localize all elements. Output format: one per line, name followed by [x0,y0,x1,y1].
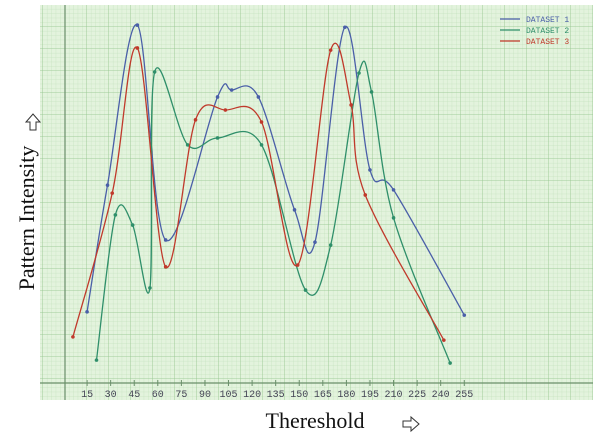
data-point [448,361,452,365]
y-arrow-icon [24,113,42,131]
x-tick-label: 165 [314,390,332,401]
data-point [328,243,333,247]
x-tick-label: 15 [81,390,93,401]
data-point [303,288,308,292]
data-point [163,265,168,269]
graph-grid [40,5,593,400]
data-point [223,108,228,112]
data-point [259,120,264,124]
x-tick-label: 75 [175,390,187,401]
data-point [193,118,198,122]
legend-label: DATASET 2 [526,27,569,36]
data-point [292,208,297,212]
data-point [185,143,190,147]
data-point [259,143,264,147]
data-point [295,263,300,267]
x-arrow-icon [402,415,420,433]
x-axis-title: Thereshold [266,408,365,433]
data-point [113,213,118,217]
data-point [369,90,374,94]
data-point [71,335,75,339]
x-tick-label: 210 [385,390,403,401]
data-point [328,48,333,52]
data-point [163,238,168,242]
y-axis-title: Pattern Intensity [14,146,39,291]
data-point [130,223,135,227]
data-point [215,136,220,140]
x-tick-label: 240 [432,390,450,401]
data-point [391,216,396,220]
legend-label: DATASET 1 [526,16,569,25]
data-point [148,286,152,290]
data-point [135,46,140,50]
data-point [229,88,234,92]
x-tick-label: 30 [105,390,117,401]
x-tick-label: 60 [152,390,164,401]
x-tick-label: 45 [128,390,140,401]
x-tick-label: 90 [199,390,211,401]
data-point [215,95,220,99]
data-point [349,103,353,107]
x-tick-label: 195 [361,390,379,401]
data-point [462,313,467,317]
data-point [105,183,110,187]
legend-label: DATASET 3 [526,38,569,47]
data-point [363,193,368,197]
x-tick-label: 225 [408,390,426,401]
data-point [368,168,372,172]
x-tick-label: 150 [290,390,308,401]
x-tick-label: 105 [220,390,238,401]
x-tick-label: 135 [267,390,285,401]
data-point [110,191,115,195]
x-tick-label: 180 [337,390,355,401]
data-point [135,23,140,27]
data-point [343,25,347,30]
data-point [85,310,89,314]
data-point [442,338,446,342]
data-point [357,71,361,75]
data-point [256,95,261,99]
data-point [152,70,157,74]
data-point [313,240,317,244]
x-tick-label: 255 [455,390,473,401]
plot: 15 30 45 60 75 90 105 120 135 150 165 180 195 210 225 2… [71,16,569,401]
data-point [391,188,396,192]
data-point [94,358,99,362]
x-tick-label: 120 [243,390,261,401]
